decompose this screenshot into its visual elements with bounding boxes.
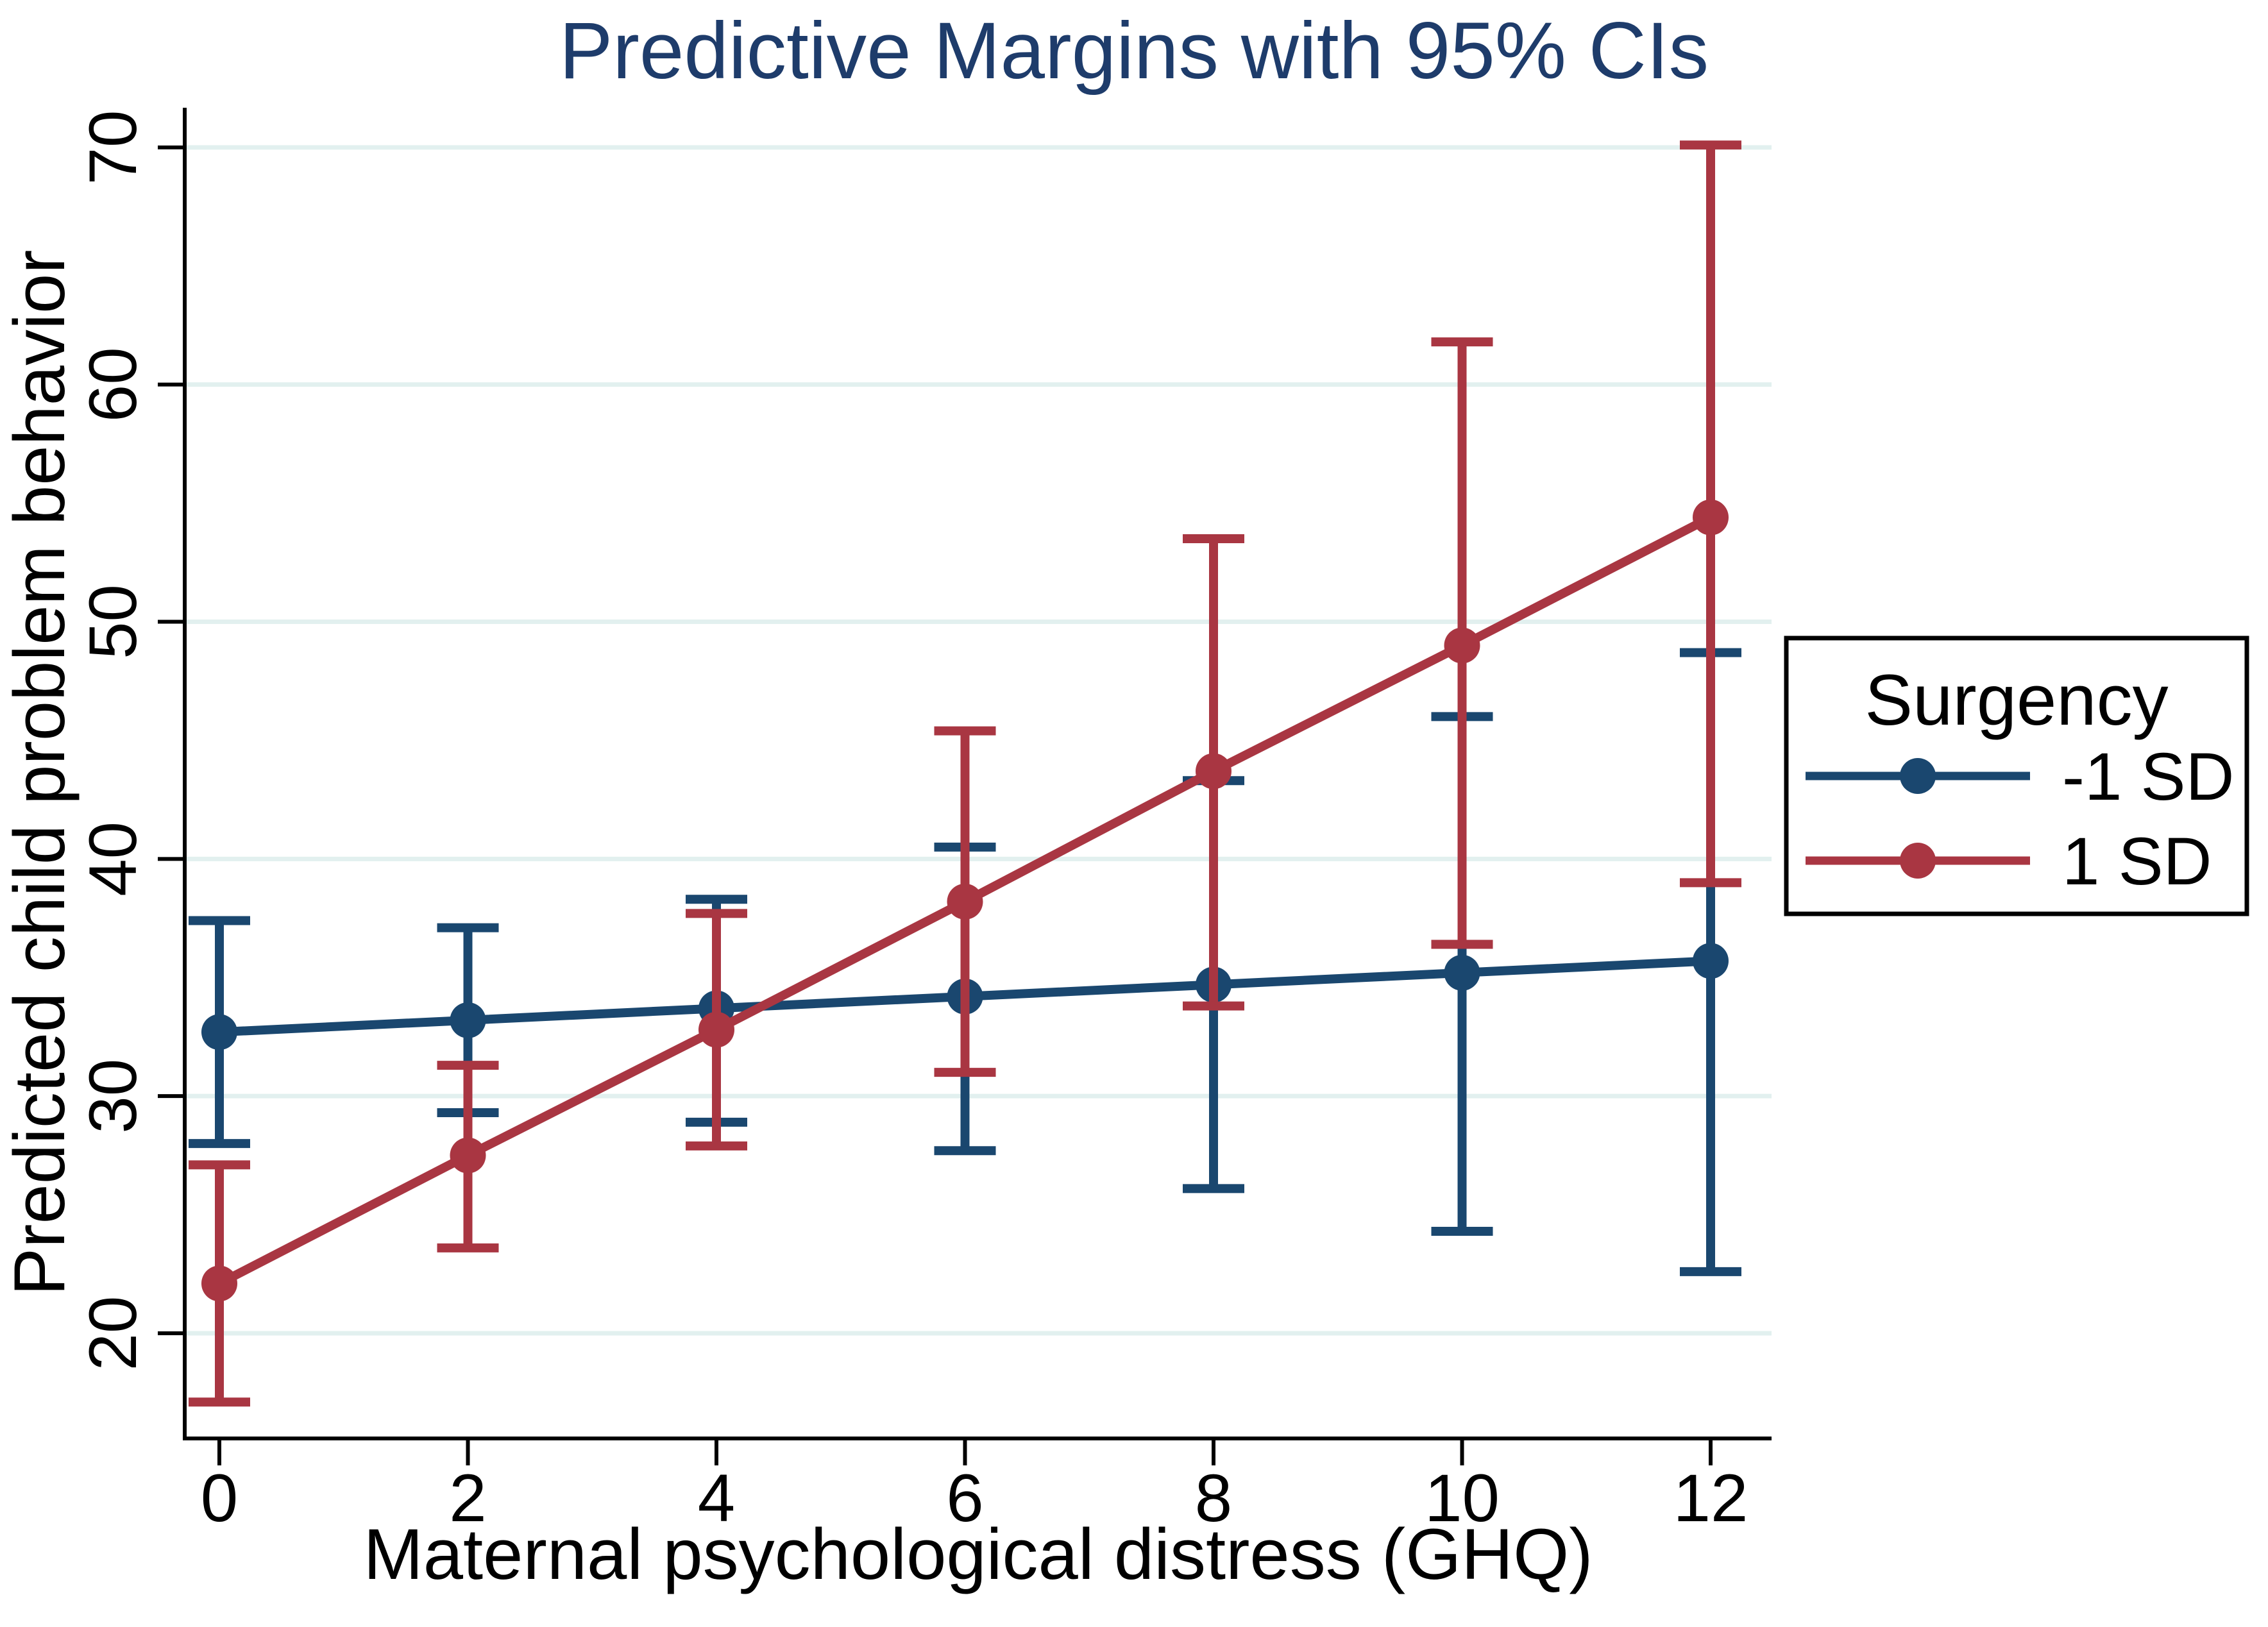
y-axis-title: Predicted child problem behavior <box>0 249 80 1295</box>
x-tick-label: 2 <box>449 1461 486 1536</box>
series-1sd <box>189 140 1741 1407</box>
data-point-marker <box>450 1137 486 1174</box>
chart-title: Predictive Margins with 95% CIs <box>559 6 1709 96</box>
legend-label-pos1sd: 1 SD <box>2062 824 2212 899</box>
x-tick-label: 4 <box>698 1461 735 1536</box>
series-plots <box>189 140 1741 1407</box>
y-tick-label: 60 <box>76 347 151 422</box>
data-point-marker <box>1693 943 1729 979</box>
y-tick-label: 40 <box>76 822 151 897</box>
data-point-marker <box>201 1014 237 1050</box>
y-gridlines <box>187 145 1772 1336</box>
legend: Surgency -1 SD 1 SD <box>1784 636 2249 916</box>
y-tick-label: 20 <box>76 1296 151 1371</box>
data-point-marker <box>947 883 983 920</box>
x-tick-label: 10 <box>1425 1461 1500 1536</box>
data-point-marker <box>1196 753 1231 789</box>
x-tick-label: 12 <box>1673 1461 1748 1536</box>
y-tick-label: 70 <box>76 110 151 185</box>
legend-marker-pos1sd <box>1900 843 1936 879</box>
data-point-marker <box>1444 954 1480 991</box>
data-point-marker <box>450 1002 486 1038</box>
data-point-marker <box>1444 627 1480 664</box>
data-point-marker <box>201 1265 237 1302</box>
y-tick-label: 30 <box>76 1059 151 1134</box>
data-point-marker <box>1693 499 1729 535</box>
x-tick-label: 8 <box>1195 1461 1232 1536</box>
legend-label-neg1sd: -1 SD <box>2062 739 2234 814</box>
y-tick-label: 50 <box>76 584 151 659</box>
legend-title: Surgency <box>1865 660 2168 740</box>
legend-marker-neg1sd <box>1900 758 1936 794</box>
axes: 20 30 40 50 60 70 0 2 4 6 8 10 12 <box>76 108 1772 1536</box>
x-tick-label: 6 <box>946 1461 983 1536</box>
data-point-marker <box>698 1011 734 1048</box>
x-tick-label: 0 <box>201 1461 238 1536</box>
x-axis-title: Maternal psychological distress (GHQ) <box>363 1514 1593 1594</box>
